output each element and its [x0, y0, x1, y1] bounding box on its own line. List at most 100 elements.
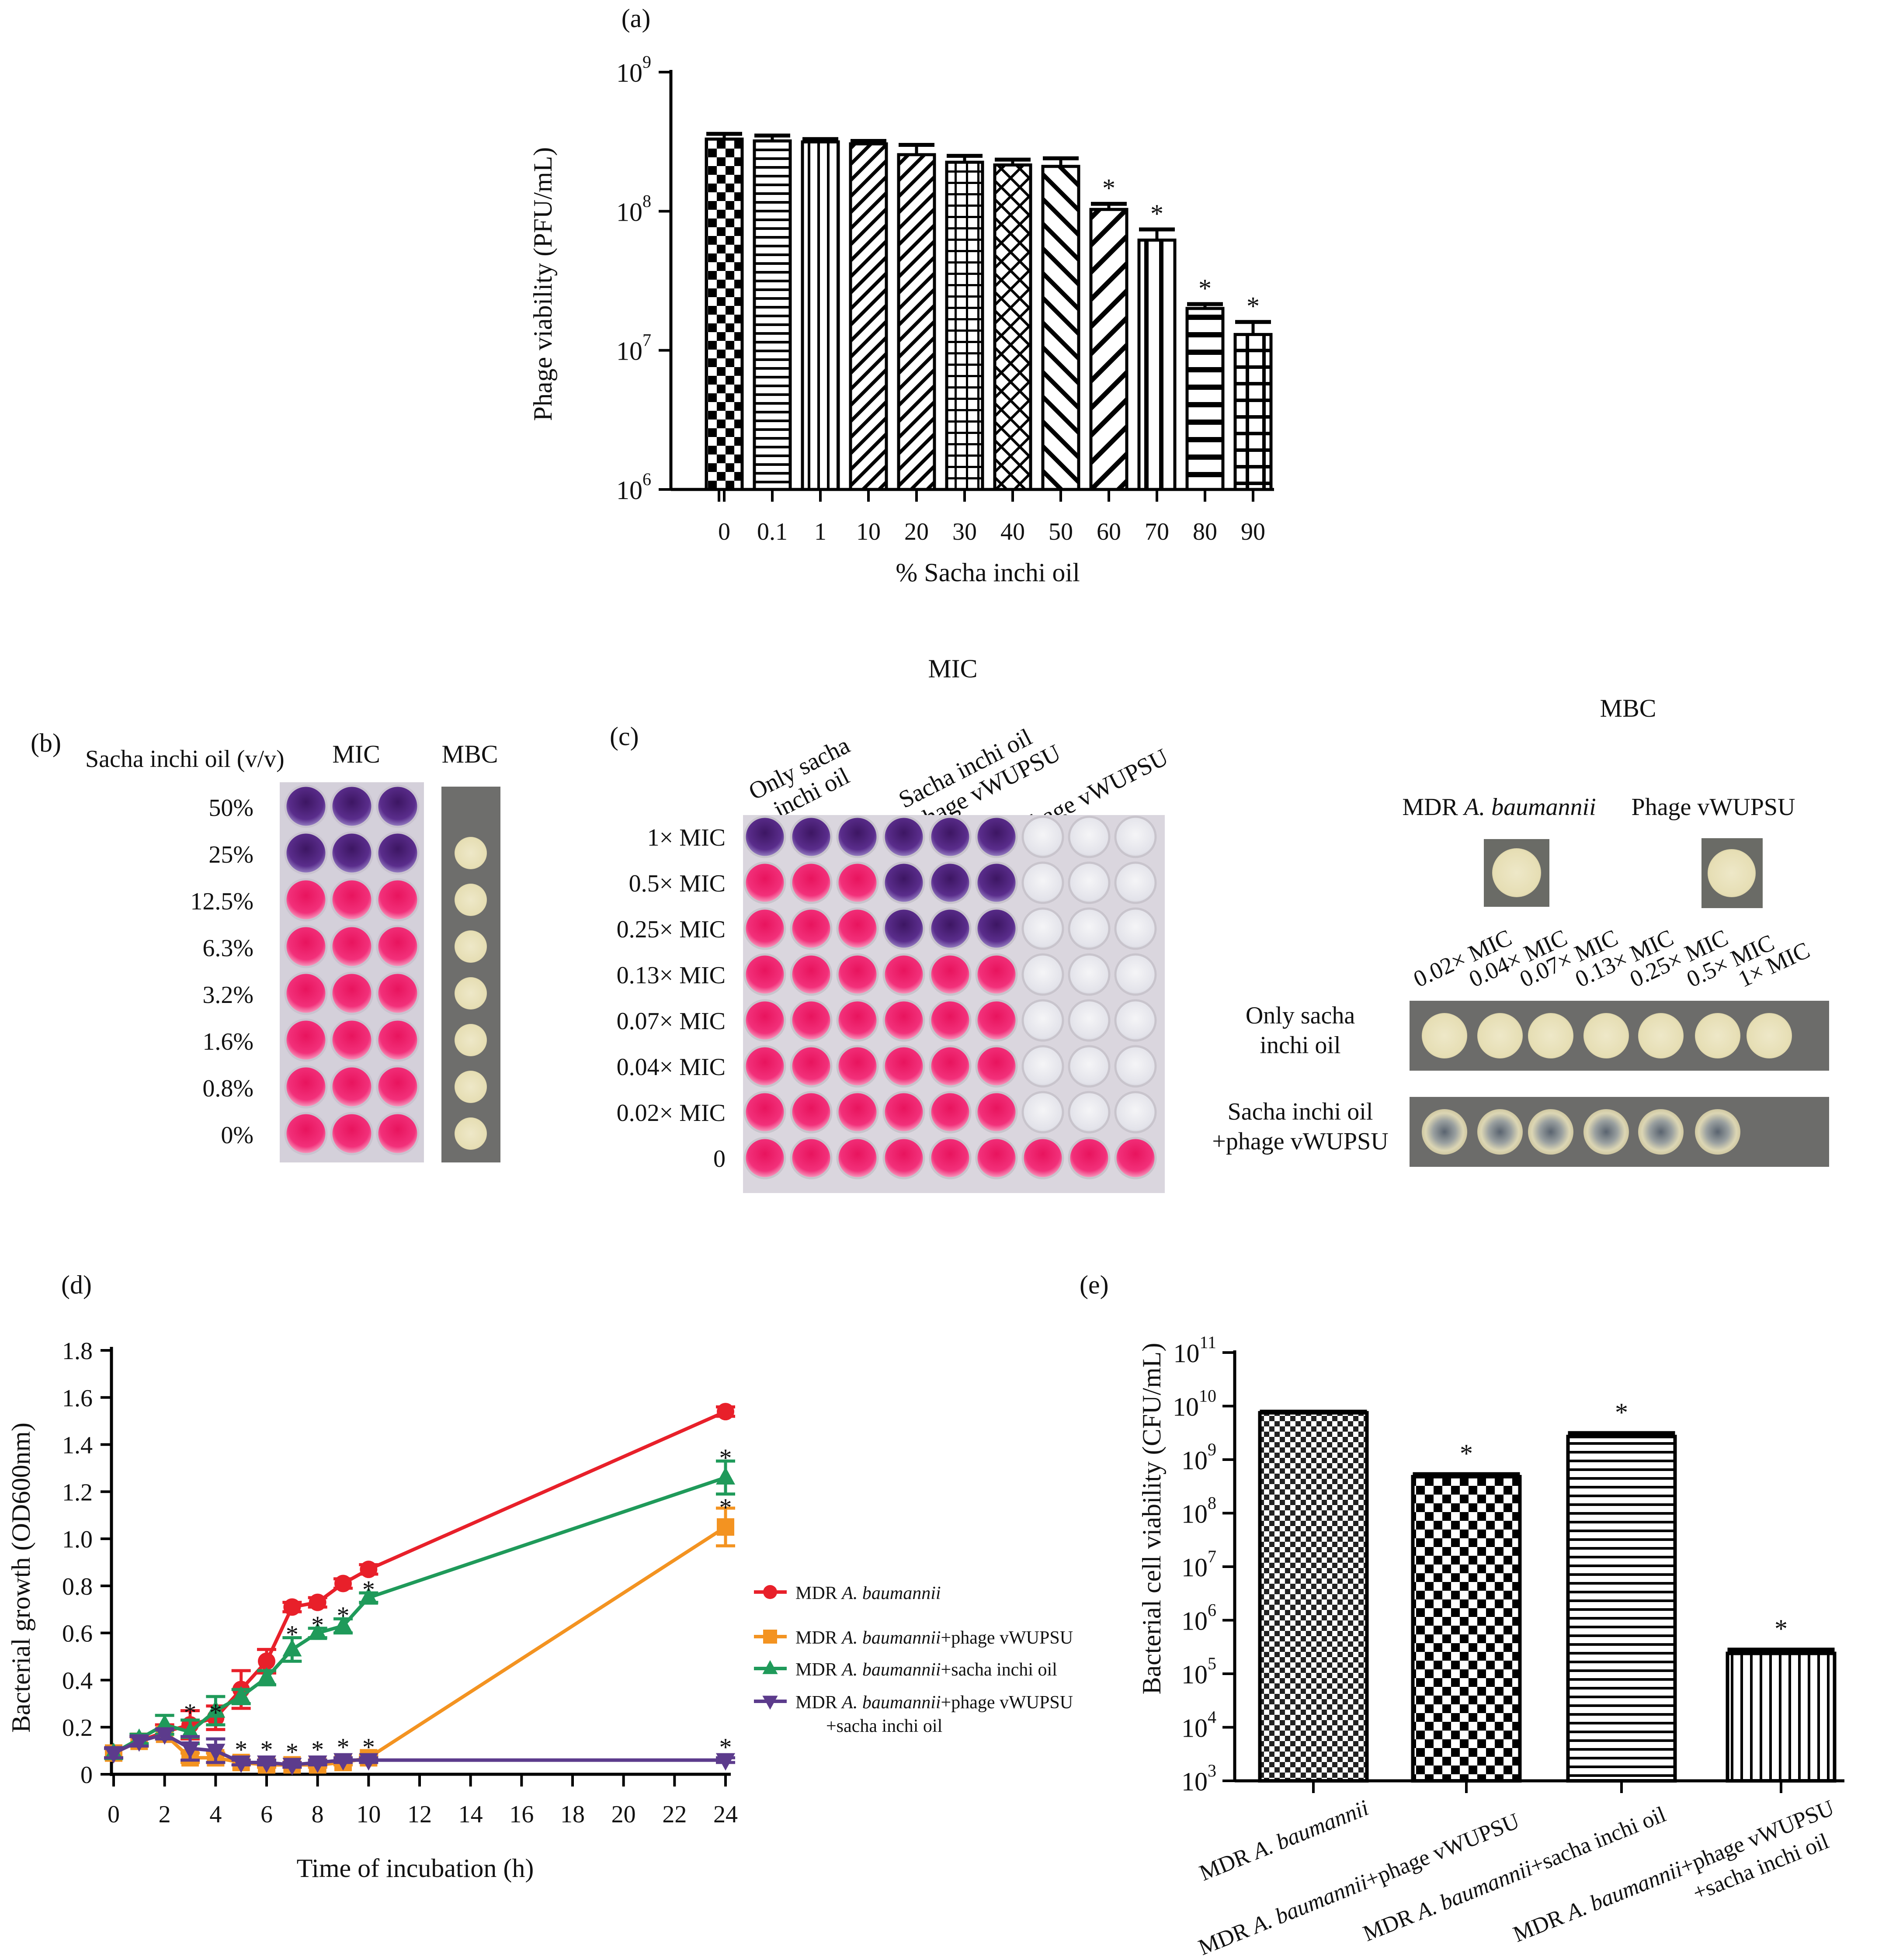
panel-a-bar [801, 140, 840, 491]
panel-b-mic-well [330, 878, 374, 922]
panel-c-row-label: 0.25× MIC [617, 916, 726, 943]
panel-c-mbc-spot [1747, 1013, 1792, 1058]
panel-e-bar [1411, 1475, 1522, 1783]
panel-d-x-tick-label: 2 [159, 1801, 171, 1828]
panel-a-y-tick-label: 106 [616, 469, 651, 505]
panel-d-axes: 00.20.40.60.81.01.21.41.61.80 2 4 6 8 10 12 14 1… [62, 1338, 738, 1828]
panel-b-label: (b) [31, 728, 61, 757]
panel-c-mic-well [882, 1137, 925, 1179]
panel-c-mbc-row-label-line: Sacha inchi oil [1228, 1098, 1373, 1125]
panel-c-mbc-spot [1638, 1109, 1684, 1155]
panel-a-bar [1233, 333, 1273, 491]
panel-c-mic-well [743, 1137, 786, 1179]
panel-c-mic-well [882, 907, 925, 950]
tick-base: 10 [1181, 1553, 1208, 1582]
panel-b-concentration-label: 6.3% [202, 935, 253, 962]
panel-c-mic-well [1114, 1137, 1157, 1179]
panel-a-x-tick-label: 70 [1145, 518, 1169, 545]
panel-c-mbc-spot [1695, 1013, 1740, 1058]
panel-b-mic-well [376, 971, 420, 1015]
panel-d-y-tick-label: 1.0 [62, 1526, 93, 1553]
panel-c-mic-well [882, 1045, 925, 1088]
panel-d-series: * * * * * * * * * * * * * * * [104, 1403, 735, 1776]
panel-c-mic-well [1114, 907, 1157, 950]
panel-d-point [359, 1587, 378, 1605]
panel-b-mic-well [376, 1112, 420, 1155]
panel-b-concentration-label: 0% [221, 1122, 253, 1149]
panel-b-mbc-colony [455, 930, 487, 963]
panel-e-bars: * * * [1258, 1398, 1837, 1783]
category-species: A. baumannii [1248, 1795, 1372, 1865]
panel-c-mic-well [1068, 861, 1111, 904]
panel-d-legend-label: MDR A. baumannii+sacha inchi oil [795, 1660, 1057, 1680]
tick-exponent: 9 [1208, 1440, 1216, 1459]
panel-c-mic-well [1068, 907, 1111, 950]
panel-c-mic-well [882, 861, 925, 904]
panel-e-significance-mark: * [1460, 1439, 1473, 1468]
panel-d-significance-mark: * [362, 1733, 375, 1762]
panel-e-bar [1258, 1411, 1369, 1783]
panel-c-mbc-row-label-line: +phage vWUPSU [1212, 1128, 1388, 1155]
panel-b-mic-well [330, 925, 374, 968]
panel-d-point [716, 1753, 735, 1771]
panel-c-mic-well [790, 1091, 833, 1134]
panel-d-significance-mark: * [286, 1738, 299, 1766]
panel-a-significance-mark: * [1150, 199, 1163, 228]
panel-b-mbc-colony [455, 837, 487, 869]
panel-c-controls: MDR A. baumannii Phage vWUPSU [1402, 794, 1795, 908]
panel-b-mbc-colony [455, 884, 487, 916]
panel-a-bar [1137, 238, 1177, 491]
tick-base: 10 [1173, 1339, 1199, 1368]
panel-d-significance-mark: * [260, 1735, 273, 1764]
panel-d-y-tick-label: 1.4 [62, 1432, 93, 1459]
panel-c-mbc-title: MBC [1600, 694, 1656, 722]
panel-c-mbc-row-label: Sacha inchi oil +phage vWUPSU [1212, 1098, 1388, 1155]
category-species: A. baumannii [1247, 1870, 1371, 1939]
panel-e-significance-mark: * [1774, 1614, 1788, 1643]
panel-c-mic-well [790, 907, 833, 950]
panel-b-mic-well [330, 971, 374, 1015]
panel-c-mic-well [790, 999, 833, 1042]
panel-b-mbc-colony [455, 1024, 487, 1056]
panel-a-bar [993, 163, 1032, 491]
panel-d-point [155, 1727, 174, 1745]
panel-c-mic-well [743, 1045, 786, 1088]
panel-a-x-tick-label: 1 [814, 518, 826, 545]
category-prefix: MDR [1196, 1841, 1258, 1886]
panel-a-x-tick-label: 40 [1000, 518, 1025, 545]
panel-d: (d) 00.20.40.60.81.01.21.41.61.80 2 4 6 8 10 1… [7, 1270, 1073, 1883]
panel-c-mic-well [929, 1137, 972, 1179]
panel-a-bar [705, 137, 744, 491]
panel-a-x-axis-label: % Sacha inchi oil [896, 558, 1080, 587]
tick-exponent: 3 [1208, 1761, 1216, 1780]
panel-d-series-line [113, 1732, 726, 1767]
legend-species: A. baumannii [840, 1660, 941, 1680]
panel-e-y-tick-label: 1011 [1173, 1332, 1216, 1368]
panel-d-point [206, 1744, 226, 1762]
panel-d-significance-mark: * [184, 1699, 197, 1727]
panel-b-concentration-header: Sacha inchi oil (v/v) [85, 746, 285, 773]
panel-c-mic-well [836, 907, 879, 950]
panel-c-mic-well [929, 953, 972, 996]
panel-c-mic-well [882, 953, 925, 996]
panel-c-row-label: 0.02× MIC [617, 1100, 726, 1127]
panel-b-concentration-label: 25% [208, 841, 253, 868]
panel-d-point [359, 1753, 378, 1771]
panel-c-mbc-row-label-line: Only sacha [1246, 1002, 1355, 1029]
panel-e-label: (e) [1080, 1270, 1109, 1299]
panel-c-mic-well [975, 1091, 1018, 1134]
panel-b: (b) Sacha inchi oil (v/v) MIC MBC 50% 25%… [31, 728, 500, 1162]
panel-c-rows: 1× MIC 0.5× MIC 0.25× MIC 0.13× MIC 0.07× MI… [617, 815, 1157, 1179]
tick-exponent: 6 [642, 469, 651, 489]
panel-d-point [104, 1746, 123, 1764]
panel-d-x-tick-label: 18 [560, 1801, 585, 1828]
panel-c-mic-well [975, 861, 1018, 904]
panel-d-point [762, 1660, 778, 1674]
panel-a-x-tick-label: 80 [1193, 518, 1217, 545]
panel-c-mic-well [1068, 815, 1111, 858]
control-colony-phage [1708, 849, 1756, 897]
panel-d-point [717, 1403, 734, 1421]
legend-species: A. baumannii [840, 1583, 941, 1603]
